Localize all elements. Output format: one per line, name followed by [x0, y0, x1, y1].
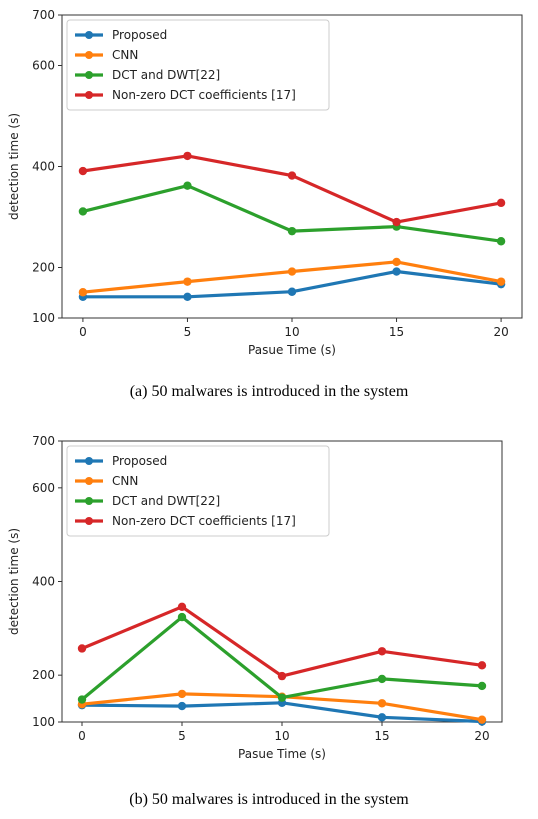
y-tick-label: 200	[32, 668, 55, 682]
x-tick-label: 5	[184, 325, 192, 339]
data-point	[183, 181, 192, 190]
legend-label-3: Non-zero DCT coefficients [17]	[112, 88, 296, 102]
legend-label-3: Non-zero DCT coefficients [17]	[112, 514, 296, 528]
data-point	[496, 237, 506, 246]
data-point	[77, 695, 87, 704]
caption-b: (b) 50 malwares is introduced in the sys…	[129, 791, 409, 808]
legend-label-0: Proposed	[112, 454, 167, 468]
data-point	[377, 674, 387, 684]
chart-a: 100 200 400 600 700 0 5 10 15 20 Pasue Time (s) det…	[7, 8, 523, 357]
x-tick-label: 15	[389, 325, 404, 339]
y-tick-label: 600	[32, 59, 55, 73]
data-point	[183, 277, 192, 286]
legend-marker-1	[85, 51, 93, 59]
data-point	[183, 151, 192, 161]
data-point	[377, 647, 387, 656]
x-tick-label: 0	[78, 729, 86, 743]
legend-marker-2	[85, 71, 93, 79]
x-tick-label: 20	[474, 729, 489, 743]
data-point	[287, 267, 297, 276]
data-point	[277, 693, 287, 702]
caption-a: (a) 50 malwares is introduced in the sys…	[129, 383, 409, 400]
x-tick-label: 10	[274, 729, 289, 743]
y-axis-label: detection time (s)	[7, 113, 21, 220]
x-tick-label: 20	[493, 325, 508, 339]
data-point	[177, 602, 187, 611]
x-tick-label: 5	[178, 729, 186, 743]
data-point	[392, 267, 401, 276]
legend-label-1: CNN	[112, 48, 138, 62]
data-point	[377, 713, 387, 722]
data-point	[477, 715, 487, 724]
data-point	[177, 689, 187, 699]
data-point	[277, 671, 287, 681]
data-point	[177, 612, 187, 622]
x-tick-label: 15	[374, 729, 389, 743]
data-point	[287, 171, 297, 180]
y-tick-label: 200	[32, 261, 55, 275]
y-tick-label: 400	[32, 575, 55, 589]
x-axis-label: Pasue Time (s)	[238, 747, 326, 761]
data-point	[477, 661, 487, 670]
data-point	[496, 277, 506, 286]
y-tick-label: 400	[32, 160, 55, 174]
legend-label-0: Proposed	[112, 28, 167, 42]
data-point	[477, 681, 487, 691]
legend-label-2: DCT and DWT[22]	[112, 494, 220, 508]
legend-marker-3	[85, 517, 93, 525]
legend-marker-1	[85, 477, 93, 485]
chart-panel-b: 100 200 400 600 700 0 5 10 15 20 Pasue Time (s) det…	[0, 425, 538, 819]
data-point	[78, 288, 88, 297]
legend-marker-0	[85, 31, 93, 39]
y-tick-label: 700	[32, 434, 55, 448]
data-point	[177, 701, 187, 711]
data-point	[392, 257, 401, 267]
legend-label-2: DCT and DWT[22]	[112, 68, 220, 82]
data-point	[496, 198, 506, 208]
data-point	[183, 292, 192, 301]
legend-marker-2	[85, 497, 93, 505]
legend-box	[66, 19, 330, 111]
legend-box	[66, 445, 330, 537]
chart-panel-a: 100 200 400 600 700 0 5 10 15 20 Pasue Time (s) det…	[7, 8, 523, 400]
data-point	[78, 166, 88, 176]
data-point	[77, 644, 87, 653]
legend-marker-3	[85, 91, 93, 99]
data-point	[287, 226, 297, 236]
y-tick-label: 700	[32, 8, 55, 22]
data-point	[78, 207, 88, 216]
x-tick-label: 0	[79, 325, 87, 339]
x-tick-label: 10	[284, 325, 299, 339]
data-point	[392, 217, 401, 227]
data-point	[377, 699, 387, 708]
y-tick-label: 100	[32, 715, 55, 729]
legend-label-1: CNN	[112, 474, 138, 488]
y-tick-label: 100	[32, 311, 55, 325]
legend-marker-0	[85, 457, 93, 465]
y-axis-label: detection time (s)	[7, 528, 21, 635]
chart-b: 100 200 400 600 700 0 5 10 15 20 Pasue Time (s) det…	[7, 434, 503, 761]
y-tick-label: 600	[32, 481, 55, 495]
data-point	[287, 287, 297, 296]
x-axis-label: Pasue Time (s)	[248, 343, 336, 357]
